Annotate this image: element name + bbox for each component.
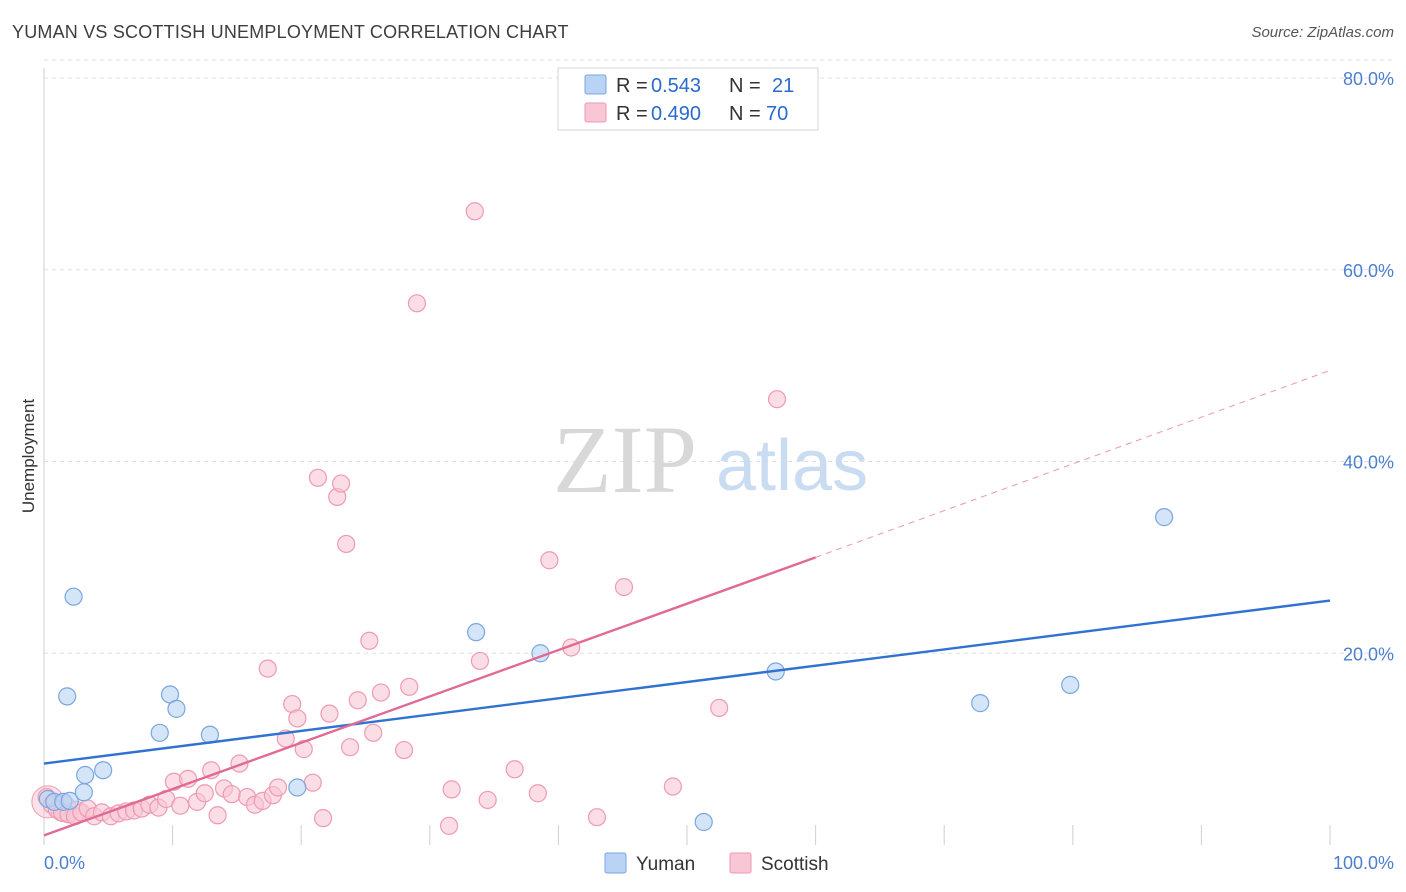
scottish-point [171, 796, 190, 815]
scottish-trend-line [43, 556, 817, 837]
scottish-trend-extension [815, 369, 1331, 558]
scottish-point [465, 202, 484, 221]
watermark-atlas: atlas [716, 426, 868, 506]
y-tick-labels: 20.0% 40.0% 60.0% 80.0% [1343, 69, 1394, 664]
scottish-point [400, 677, 419, 696]
scottish-legend-swatch [584, 102, 607, 123]
yuman-trend-line [43, 599, 1331, 765]
yuman-points [38, 508, 1174, 832]
scottish-points [31, 202, 787, 835]
scottish-point [268, 778, 288, 797]
scottish-point [360, 631, 379, 650]
watermark-zip: ZIP [553, 406, 697, 513]
scottish-point [258, 659, 277, 678]
scottish-point [470, 651, 490, 671]
scottish-point [288, 709, 307, 728]
scottish-point [313, 809, 333, 828]
yuman-point [288, 778, 307, 797]
scottish-point [394, 740, 414, 760]
yuman-point [64, 587, 83, 606]
yuman-point [76, 765, 95, 785]
yuman-point [94, 761, 113, 780]
scottish-point [303, 773, 322, 792]
scottish-point [222, 785, 241, 804]
scottish-point [663, 777, 682, 796]
x-tick-label-max: 100.0% [1333, 853, 1394, 873]
scottish-point [540, 551, 559, 570]
scottish-point [710, 698, 729, 717]
bottom-legend-yuman-label: Yuman [636, 854, 695, 875]
scottish-point [308, 468, 328, 487]
scottish-point [614, 577, 634, 597]
source-label: Source: ZipAtlas.com [1251, 24, 1394, 41]
x-tick-label-min: 0.0% [44, 853, 85, 873]
y-tick-label: 60.0% [1343, 261, 1394, 281]
scottish-point [348, 691, 367, 710]
bottom-legend-scottish-swatch [729, 852, 752, 874]
scottish-point [337, 534, 356, 554]
scottish-r-value: 0.490 [651, 103, 701, 125]
scottish-point [442, 780, 461, 799]
yuman-point [150, 723, 169, 742]
bottom-legend-scottish-label: Scottish [761, 854, 829, 875]
scottish-point [208, 806, 227, 825]
yuman-point [1061, 675, 1080, 694]
y-tick-label: 20.0% [1343, 644, 1394, 664]
scottish-point [439, 816, 459, 835]
scottish-point [587, 808, 607, 827]
yuman-point [1155, 508, 1174, 527]
x-ticks [172, 825, 1331, 845]
yuman-point [58, 687, 77, 706]
scottish-point [320, 704, 339, 723]
yuman-point [60, 791, 79, 810]
scottish-n-label: N = [729, 103, 761, 125]
yuman-r-label: R = [616, 75, 648, 97]
yuman-point [971, 694, 990, 713]
y-tick-label: 40.0% [1343, 453, 1394, 473]
scottish-point [767, 390, 787, 409]
scottish-point [478, 790, 497, 810]
scottish-n-value: 70 [766, 103, 788, 125]
scottish-point [528, 784, 547, 803]
scottish-point [505, 760, 524, 779]
yuman-n-label: N = [729, 75, 761, 97]
yuman-n-value: 21 [772, 75, 794, 97]
stats-legend: R = 0.543 N = 21 R = 0.490 N = 70 [557, 67, 819, 131]
y-tick-label: 80.0% [1343, 69, 1394, 89]
yuman-point [466, 623, 486, 642]
trend-lines [43, 369, 1331, 837]
scottish-r-label: R = [616, 103, 648, 125]
watermark: ZIP atlas [553, 406, 868, 513]
bottom-legend: Yuman Scottish [604, 852, 829, 875]
yuman-r-value: 0.543 [651, 75, 701, 97]
yuman-legend-swatch [584, 74, 607, 95]
yuman-point [694, 812, 713, 832]
yuman-point [74, 783, 93, 802]
bottom-legend-yuman-swatch [604, 852, 627, 874]
scottish-point [331, 474, 351, 493]
chart-title: YUMAN VS SCOTTISH UNEMPLOYMENT CORRELATI… [12, 22, 569, 42]
scottish-point [340, 738, 360, 757]
yuman-point [167, 699, 186, 718]
scottish-point [407, 294, 427, 313]
scottish-point [371, 683, 391, 702]
scottish-point [364, 723, 383, 742]
gridlines [44, 59, 1394, 654]
y-axis-title: Unemployment [19, 399, 38, 514]
scottish-point [195, 784, 214, 803]
